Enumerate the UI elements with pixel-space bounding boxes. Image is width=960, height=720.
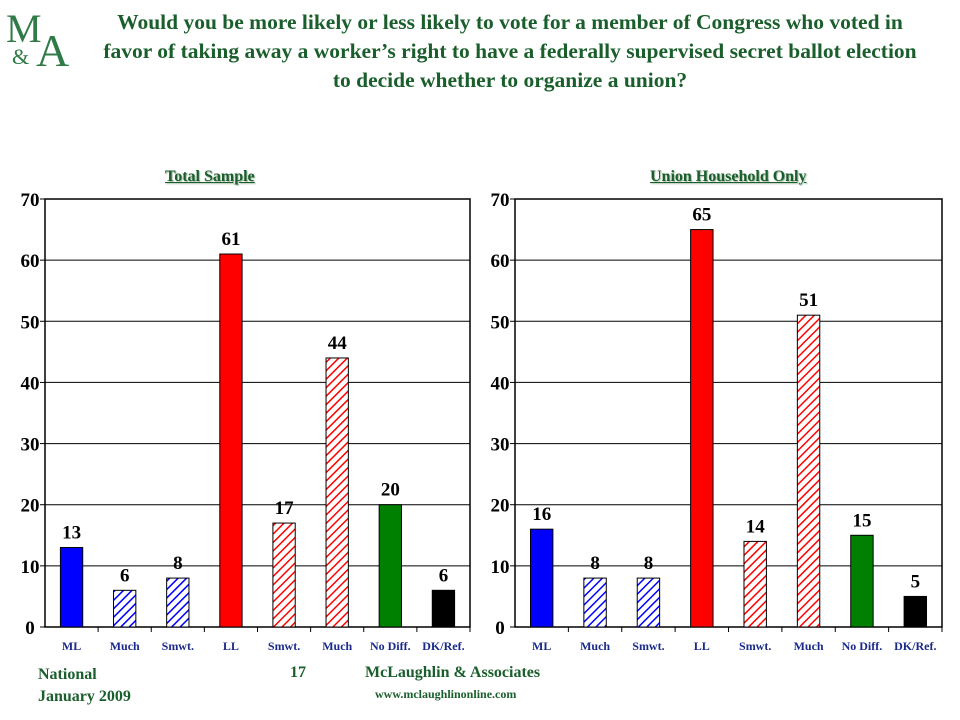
y-tick-label: 0 xyxy=(25,618,35,639)
bar xyxy=(431,589,456,628)
y-tick-label: 30 xyxy=(21,435,40,456)
y-tick-label: 70 xyxy=(491,190,510,211)
plot-area xyxy=(514,198,943,628)
x-tick-label: LL xyxy=(223,639,239,653)
footer-survey: National xyxy=(38,666,97,683)
data-label: 20 xyxy=(381,480,400,501)
data-label: 51 xyxy=(799,290,818,311)
footer-url[interactable]: www.mclaughlinonline.com xyxy=(375,687,517,701)
svg-text:A: A xyxy=(36,25,69,70)
footer-date: January 2009 xyxy=(38,688,131,705)
bar xyxy=(113,589,137,628)
bar xyxy=(219,253,243,628)
data-label: 61 xyxy=(221,229,240,250)
footer-survey-info: National January 2009 xyxy=(38,664,131,708)
svg-text:&: & xyxy=(12,44,29,69)
x-tick-label: DK/Ref. xyxy=(422,639,464,653)
bar xyxy=(903,595,928,628)
x-tick-label: Smwt. xyxy=(632,639,664,653)
chart-title-union-household: Union Household Only xyxy=(650,168,807,185)
bar xyxy=(690,229,714,628)
chart-title-total-sample: Total Sample xyxy=(165,168,255,185)
x-tick-label: No Diff. xyxy=(370,639,411,653)
y-tick-label: 50 xyxy=(491,312,510,333)
y-tick-label: 70 xyxy=(21,190,40,211)
bar xyxy=(529,528,554,628)
bar xyxy=(166,577,190,628)
bar xyxy=(325,357,349,628)
data-label: 14 xyxy=(746,516,766,537)
chart-total-sample: 0 10 20 30 40 50 60 70 13 ML 6 Much 8 Smwt. 61 LL 17 Smwt… xyxy=(21,190,471,653)
data-label: 17 xyxy=(275,498,295,519)
y-tick-label: 10 xyxy=(491,557,510,578)
data-label: 16 xyxy=(532,504,551,525)
bar xyxy=(583,577,607,628)
x-tick-label: Smwt. xyxy=(162,639,194,653)
y-tick-label: 50 xyxy=(21,312,40,333)
y-tick-label: 60 xyxy=(491,251,510,272)
x-tick-label: ML xyxy=(532,639,551,653)
bar xyxy=(59,547,84,628)
bar xyxy=(850,534,874,628)
x-tick-label: ML xyxy=(62,639,81,653)
x-tick-label: Smwt. xyxy=(268,639,300,653)
x-tick-label: LL xyxy=(694,639,710,653)
bar xyxy=(743,540,767,628)
page-title: Would you be more likely or less likely … xyxy=(103,10,917,92)
x-tick-label: Smwt. xyxy=(739,639,771,653)
x-tick-label: No Diff. xyxy=(842,639,883,653)
footer-company: McLaughlin & Associates xyxy=(365,664,541,681)
plot-area xyxy=(44,198,471,628)
y-tick-label: 10 xyxy=(21,557,40,578)
x-tick-label: Much xyxy=(322,639,352,653)
y-tick-label: 40 xyxy=(491,373,510,394)
data-label: 8 xyxy=(173,553,183,574)
y-tick-label: 20 xyxy=(21,496,40,517)
bar xyxy=(796,314,821,628)
page-number: 17 xyxy=(290,664,306,681)
x-tick-label: DK/Ref. xyxy=(894,639,936,653)
chart-union-household: 0 10 20 30 40 50 60 70 16 ML 8 Much 8 Smwt. 65 LL 14 Smwt… xyxy=(491,190,943,653)
y-tick-label: 0 xyxy=(495,618,505,639)
data-label: 5 xyxy=(911,571,921,592)
data-label: 15 xyxy=(852,510,871,531)
x-tick-label: Much xyxy=(110,639,140,653)
svg-text:M: M xyxy=(6,6,42,51)
y-tick-label: 30 xyxy=(491,435,510,456)
company-logo: M & A xyxy=(6,6,69,70)
data-label: 8 xyxy=(590,553,600,574)
y-tick-label: 20 xyxy=(491,496,510,517)
y-tick-label: 40 xyxy=(21,373,40,394)
bar xyxy=(272,522,296,628)
data-label: 6 xyxy=(439,565,449,586)
x-tick-label: Much xyxy=(580,639,610,653)
data-label: 6 xyxy=(120,565,130,586)
bar xyxy=(636,577,661,628)
x-tick-label: Much xyxy=(794,639,824,653)
y-tick-label: 60 xyxy=(21,251,40,272)
data-label: 44 xyxy=(328,333,348,354)
data-label: 13 xyxy=(62,523,81,544)
bar xyxy=(378,504,402,628)
data-label: 65 xyxy=(692,205,711,226)
data-label: 8 xyxy=(644,553,654,574)
